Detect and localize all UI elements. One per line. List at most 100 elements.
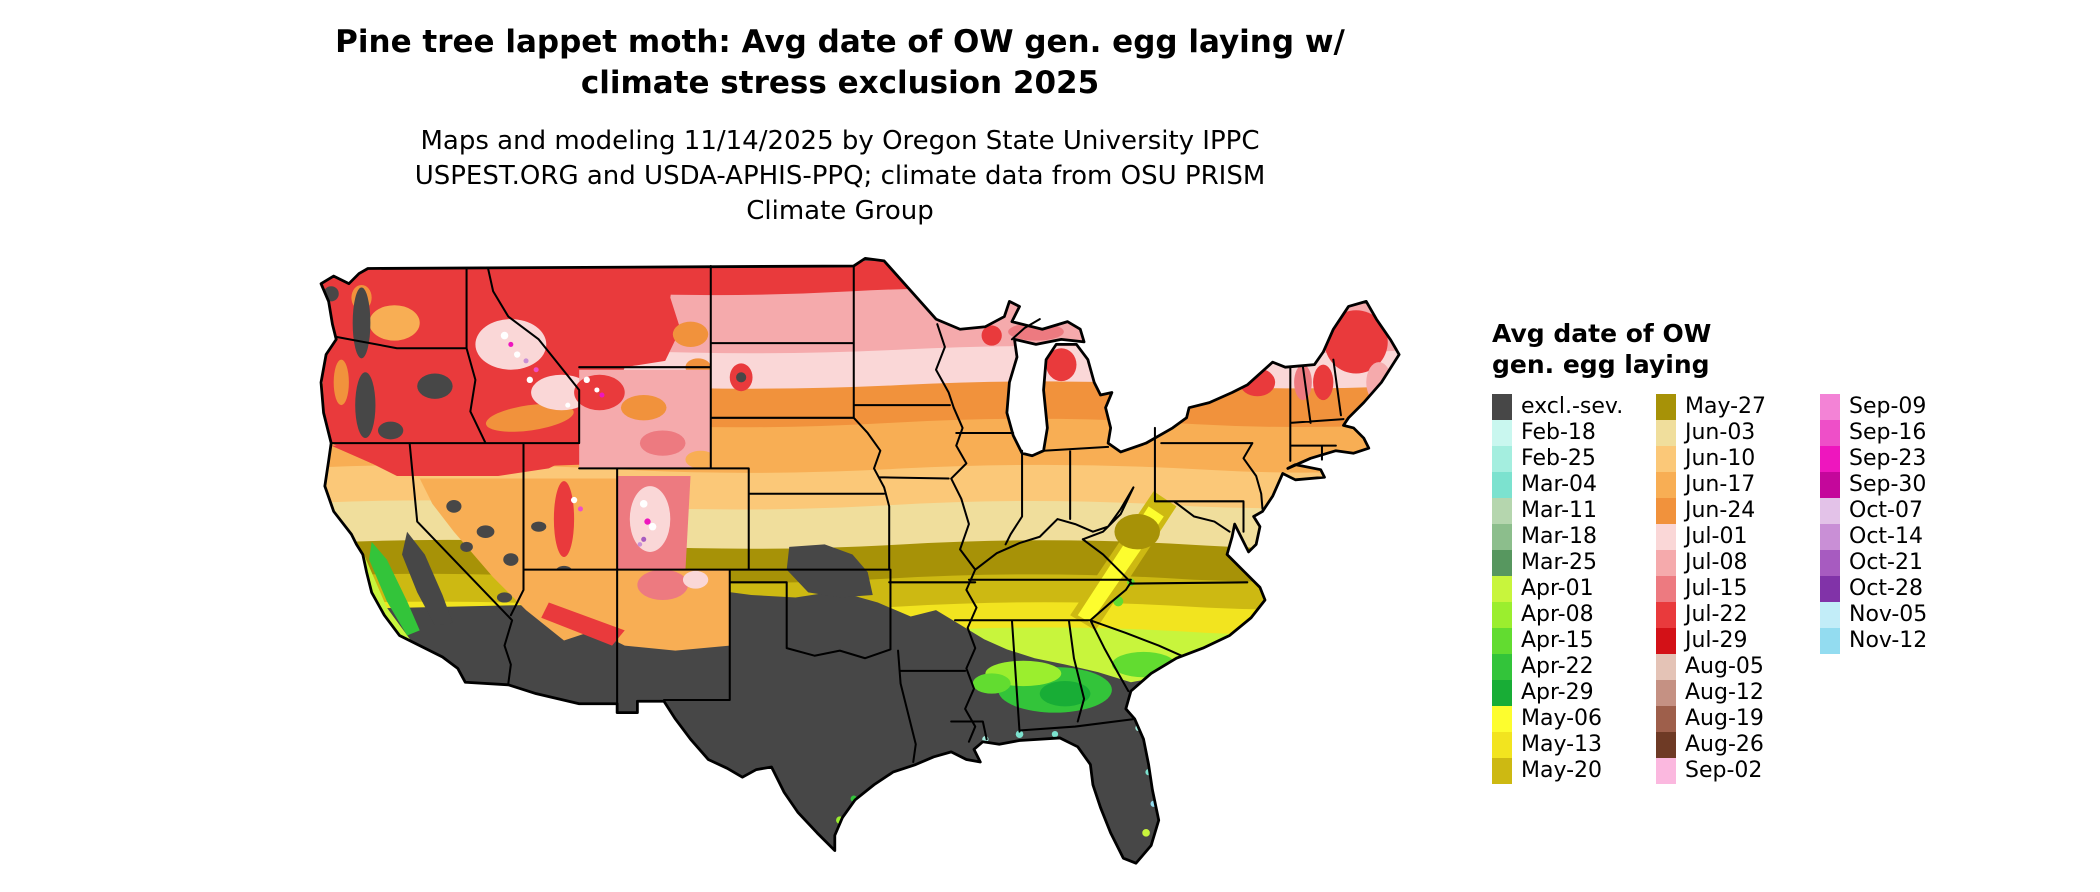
legend-label: Jul-01 xyxy=(1685,524,1748,549)
legend-label: Mar-11 xyxy=(1521,498,1598,523)
legend-row: Apr-22 xyxy=(1492,654,1634,680)
legend-row: Mar-04 xyxy=(1492,472,1634,498)
legend-row: Jun-24 xyxy=(1656,498,1798,524)
legend-row: Feb-25 xyxy=(1492,446,1634,472)
legend-row: Aug-19 xyxy=(1656,706,1798,732)
legend-swatch xyxy=(1820,472,1840,498)
speck-gulf-teal-1 xyxy=(1015,730,1024,738)
legend-row: Sep-02 xyxy=(1656,758,1798,784)
legend-label: Jun-24 xyxy=(1685,498,1756,523)
legend-swatch xyxy=(1656,420,1676,446)
legend-swatch xyxy=(1656,732,1676,758)
legend-label: Aug-12 xyxy=(1685,680,1764,705)
legend-swatch xyxy=(1492,732,1512,758)
legend-label: Mar-25 xyxy=(1521,550,1598,575)
region-sierra-dark xyxy=(402,531,453,626)
legend-row: Mar-11 xyxy=(1492,498,1634,524)
region-adirondacks-red xyxy=(1239,368,1276,397)
legend-swatch xyxy=(1656,446,1676,472)
legend-swatch xyxy=(1492,758,1512,784)
region-se-oregon-dark xyxy=(377,421,404,440)
legend-label: May-20 xyxy=(1521,758,1603,783)
legend-swatch xyxy=(1492,550,1512,576)
legend-label: Mar-04 xyxy=(1521,472,1598,497)
legend-row: Apr-29 xyxy=(1492,680,1634,706)
region-nm-north-red xyxy=(637,569,688,601)
legend-label: May-13 xyxy=(1521,732,1603,757)
legend-row: excl.-sev. xyxy=(1492,394,1634,420)
legend-row: May-06 xyxy=(1492,706,1634,732)
page-title: Pine tree lappet moth: Avg date of OW ge… xyxy=(335,24,1345,101)
region-gb-dark-3 xyxy=(503,553,519,566)
legend-row: May-20 xyxy=(1492,758,1634,784)
region-white-mtns-red xyxy=(1313,364,1334,401)
legend-swatch xyxy=(1656,706,1676,732)
legend-label: Oct-14 xyxy=(1849,524,1923,549)
legend-label: Oct-28 xyxy=(1849,576,1923,601)
legend-label: Apr-01 xyxy=(1521,576,1594,601)
legend-row: Jul-22 xyxy=(1656,602,1798,628)
legend-row: May-27 xyxy=(1656,394,1798,420)
legend-row: Oct-07 xyxy=(1820,498,1962,524)
legend-swatch xyxy=(1492,446,1512,472)
region-blue-mtns-dark xyxy=(417,373,453,399)
region-snake-river-plain xyxy=(485,403,574,432)
legend-row: Aug-12 xyxy=(1656,680,1798,706)
legend-label: Oct-07 xyxy=(1849,498,1923,523)
legend-swatch xyxy=(1492,472,1512,498)
region-gb-dark-2 xyxy=(476,525,495,539)
legend-label: Aug-05 xyxy=(1685,654,1764,679)
legend-label: Apr-15 xyxy=(1521,628,1594,653)
legend-row: Jul-15 xyxy=(1656,576,1798,602)
legend-row: Oct-21 xyxy=(1820,550,1962,576)
legend-row: Jul-08 xyxy=(1656,550,1798,576)
region-wy-red-2 xyxy=(639,430,686,456)
legend-swatch xyxy=(1820,550,1840,576)
page-subtitle: Maps and modeling 11/14/2025 by Oregon S… xyxy=(414,126,1266,226)
region-n-wi-red xyxy=(981,325,1002,346)
legend-label: May-06 xyxy=(1521,706,1603,731)
legend-swatch xyxy=(1656,524,1676,550)
legend-row: Sep-23 xyxy=(1820,446,1962,472)
region-willamette-valley xyxy=(333,359,349,406)
legend-swatch xyxy=(1656,628,1676,654)
legend-label: Sep-16 xyxy=(1849,420,1927,445)
legend-swatch xyxy=(1820,602,1840,628)
legend-swatch xyxy=(1492,602,1512,628)
legend-label: Sep-30 xyxy=(1849,472,1927,497)
legend-swatch xyxy=(1820,394,1840,420)
region-wasatch-red xyxy=(553,481,575,557)
mountain-specks xyxy=(500,331,657,547)
legend-label: Apr-22 xyxy=(1521,654,1594,679)
legend-swatch xyxy=(1492,524,1512,550)
legend-label: Sep-09 xyxy=(1849,394,1927,419)
legend: Avg date of OW gen. egg laying excl.-sev… xyxy=(1492,318,2012,784)
us-map xyxy=(245,228,1460,886)
legend-column-2: May-27 Jun-03 Jun-10 Jun-17 Jun-24 Jul-01 Jul-… xyxy=(1656,394,1798,784)
legend-column-1: excl.-sev. Feb-18 Feb-25 Mar-04 Mar-11 Mar-18… xyxy=(1492,394,1634,784)
legend-row: Mar-18 xyxy=(1492,524,1634,550)
legend-swatch xyxy=(1656,498,1676,524)
legend-swatch xyxy=(1492,576,1512,602)
region-south-excluded xyxy=(321,584,1400,864)
legend-swatch xyxy=(1656,472,1676,498)
legend-label: Jul-08 xyxy=(1685,550,1748,575)
region-ms-green xyxy=(972,673,1011,694)
legend-swatch xyxy=(1492,420,1512,446)
region-id-mt-pale-2 xyxy=(531,374,592,411)
legend-label: Jun-10 xyxy=(1685,446,1756,471)
legend-title-line2: gen. egg laying xyxy=(1492,350,1710,379)
map-fill-layers xyxy=(321,258,1400,864)
speck-fl-3 xyxy=(1142,829,1150,837)
region-nm-north-pale xyxy=(682,570,709,589)
legend-row: Apr-15 xyxy=(1492,628,1634,654)
region-wy-basin-orange xyxy=(620,395,667,421)
legend-label: Feb-18 xyxy=(1521,420,1596,445)
legend-swatch xyxy=(1492,628,1512,654)
legend-row: Jun-17 xyxy=(1656,472,1798,498)
legend-row: Sep-16 xyxy=(1820,420,1962,446)
legend-label: Aug-26 xyxy=(1685,732,1764,757)
us-outline xyxy=(319,256,1401,865)
region-gb-dark-5 xyxy=(531,521,547,532)
legend-label: Apr-29 xyxy=(1521,680,1594,705)
